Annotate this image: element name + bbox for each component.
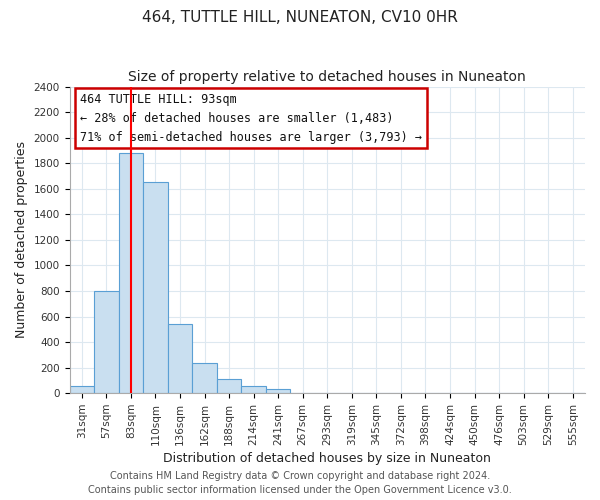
Bar <box>192 363 217 393</box>
Bar <box>143 182 168 393</box>
Text: Contains HM Land Registry data © Crown copyright and database right 2024.
Contai: Contains HM Land Registry data © Crown c… <box>88 471 512 495</box>
Text: 464, TUTTLE HILL, NUNEATON, CV10 0HR: 464, TUTTLE HILL, NUNEATON, CV10 0HR <box>142 10 458 25</box>
Y-axis label: Number of detached properties: Number of detached properties <box>15 142 28 338</box>
Bar <box>217 379 241 393</box>
X-axis label: Distribution of detached houses by size in Nuneaton: Distribution of detached houses by size … <box>163 452 491 465</box>
Bar <box>266 390 290 393</box>
Bar <box>241 386 266 393</box>
Bar <box>94 291 119 393</box>
Bar <box>119 153 143 393</box>
Title: Size of property relative to detached houses in Nuneaton: Size of property relative to detached ho… <box>128 70 526 84</box>
Bar <box>70 386 94 393</box>
Text: 464 TUTTLE HILL: 93sqm
← 28% of detached houses are smaller (1,483)
71% of semi-: 464 TUTTLE HILL: 93sqm ← 28% of detached… <box>80 92 422 144</box>
Bar <box>168 324 192 393</box>
